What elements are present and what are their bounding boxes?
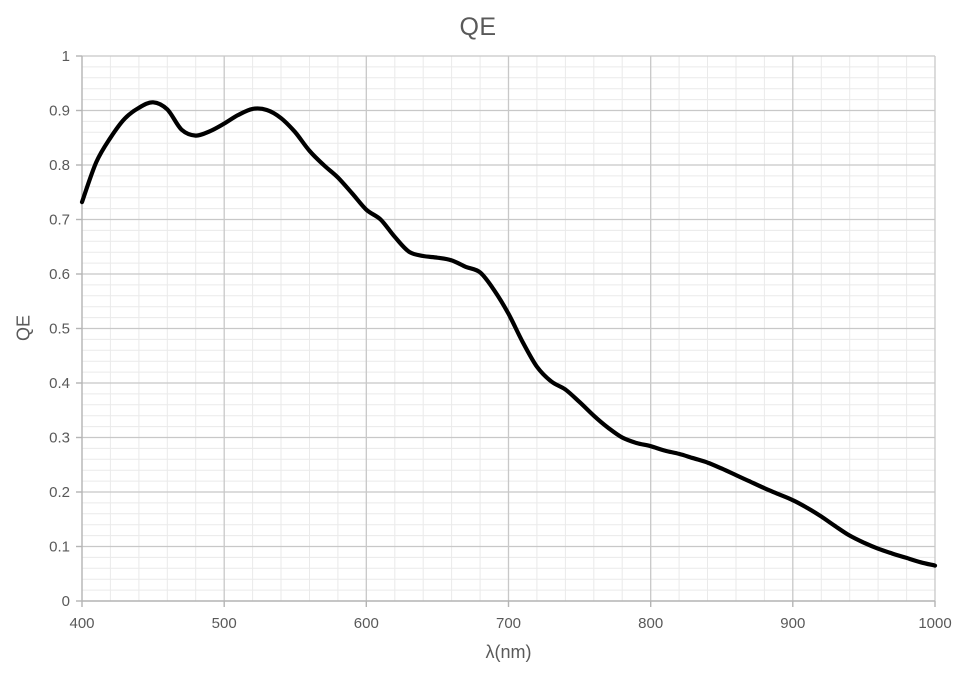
y-tick-label: 0.4 xyxy=(49,375,70,392)
x-tick-label: 500 xyxy=(212,615,237,632)
y-tick-label: 0.3 xyxy=(49,430,70,447)
x-tick-label: 800 xyxy=(638,615,663,632)
x-tick-label: 400 xyxy=(69,615,94,632)
x-axis-title: λ(nm) xyxy=(485,642,532,662)
y-tick-label: 0.8 xyxy=(49,157,70,174)
y-tick-label: 0.6 xyxy=(49,266,70,283)
x-tick-label: 700 xyxy=(496,615,521,632)
chart-title: QE xyxy=(459,13,497,41)
y-tick-label: 0.5 xyxy=(49,321,70,338)
y-axis-title: QE xyxy=(13,314,34,342)
y-tick-label: 1 xyxy=(62,48,70,65)
qe-curve xyxy=(79,100,938,568)
y-tick-label: 0.1 xyxy=(49,539,70,556)
x-tick-label: 1000 xyxy=(918,615,951,632)
x-tick-label: 900 xyxy=(780,615,805,632)
y-tick-label: 0.9 xyxy=(49,103,70,120)
y-tick-label: 0 xyxy=(62,593,70,610)
y-tick-label: 0.7 xyxy=(49,212,70,229)
x-tick-label: 600 xyxy=(354,615,379,632)
y-tick-label: 0.2 xyxy=(49,484,70,501)
